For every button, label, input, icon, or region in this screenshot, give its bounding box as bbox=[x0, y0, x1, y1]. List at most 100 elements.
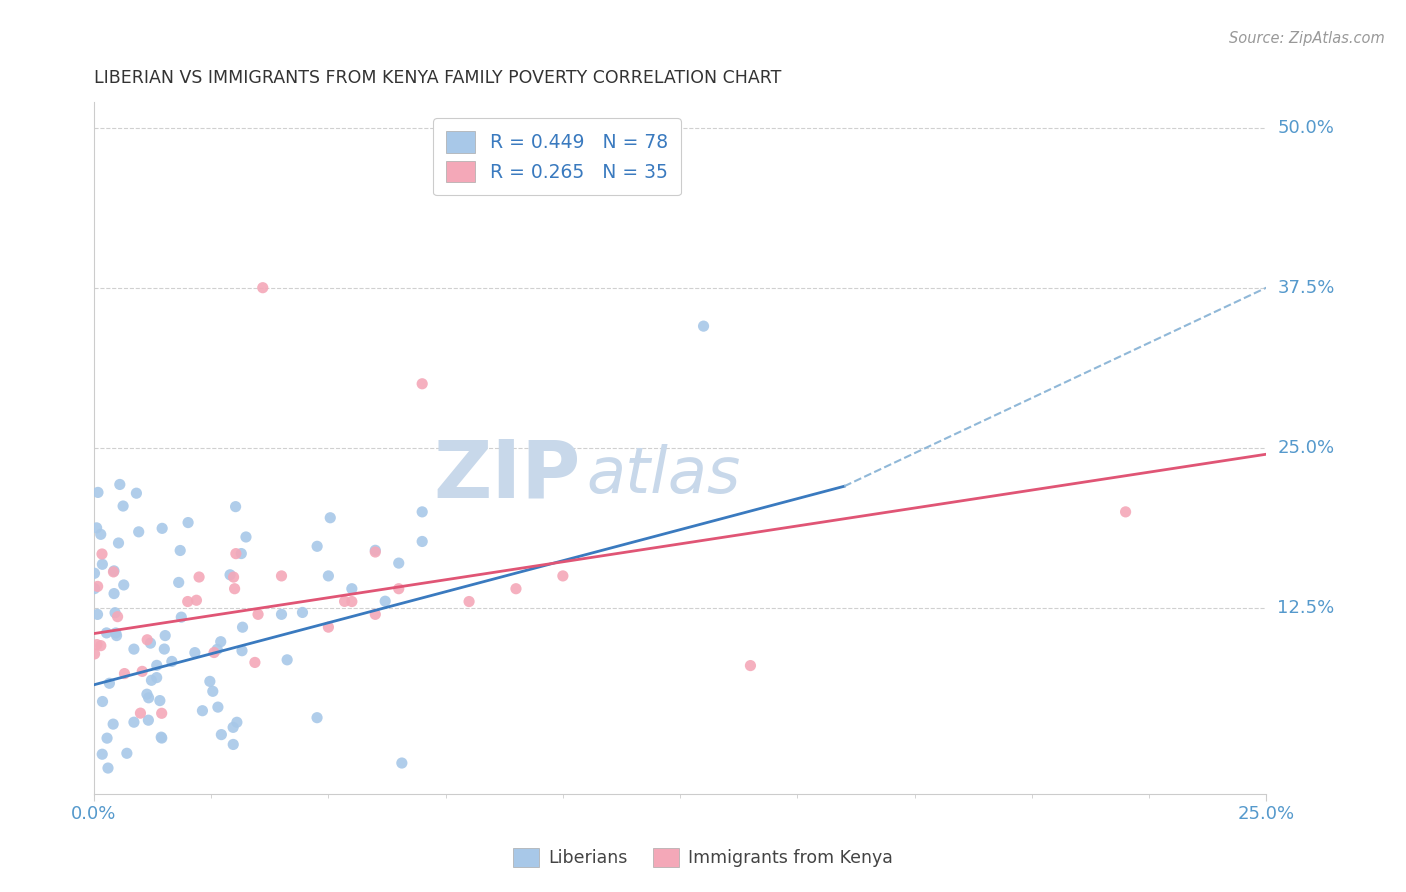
Point bbox=[138, 690, 160, 705]
Point bbox=[411, 376, 433, 391]
Point bbox=[90, 639, 112, 653]
Point bbox=[107, 609, 129, 624]
Point bbox=[225, 715, 247, 730]
Point bbox=[91, 694, 114, 708]
Point bbox=[114, 666, 136, 681]
Point bbox=[83, 582, 105, 596]
Point bbox=[96, 731, 118, 746]
Point bbox=[305, 711, 328, 725]
Point bbox=[86, 579, 108, 593]
Point bbox=[170, 610, 193, 624]
Point bbox=[135, 687, 157, 701]
Point bbox=[411, 505, 433, 519]
Point bbox=[98, 676, 121, 690]
Point bbox=[364, 607, 387, 622]
Point bbox=[150, 521, 173, 535]
Point bbox=[243, 656, 266, 670]
Point bbox=[83, 566, 105, 581]
Point bbox=[91, 558, 114, 572]
Point bbox=[177, 516, 200, 530]
Point bbox=[86, 638, 108, 652]
Point bbox=[411, 534, 433, 549]
Point bbox=[222, 570, 245, 584]
Point bbox=[551, 569, 574, 583]
Point bbox=[207, 642, 229, 657]
Point bbox=[222, 738, 245, 752]
Point bbox=[108, 477, 131, 491]
Text: Source: ZipAtlas.com: Source: ZipAtlas.com bbox=[1229, 31, 1385, 46]
Point bbox=[87, 485, 110, 500]
Point bbox=[235, 530, 257, 544]
Point bbox=[224, 582, 246, 596]
Point bbox=[225, 547, 247, 561]
Point bbox=[209, 728, 232, 742]
Point bbox=[160, 655, 183, 669]
Point bbox=[145, 658, 167, 673]
Point bbox=[458, 594, 481, 608]
Point bbox=[149, 693, 172, 707]
Text: 37.5%: 37.5% bbox=[1278, 278, 1334, 297]
Text: 25.0%: 25.0% bbox=[1278, 439, 1334, 457]
Point bbox=[191, 704, 214, 718]
Point bbox=[153, 642, 176, 657]
Point bbox=[83, 647, 105, 661]
Legend: Liberians, Immigrants from Kenya: Liberians, Immigrants from Kenya bbox=[506, 841, 900, 874]
Point bbox=[105, 629, 128, 643]
Point bbox=[364, 545, 387, 559]
Point bbox=[129, 706, 152, 720]
Point bbox=[112, 578, 135, 592]
Text: ZIP: ZIP bbox=[433, 436, 581, 515]
Point bbox=[391, 756, 413, 770]
Point bbox=[101, 717, 124, 731]
Point bbox=[153, 629, 176, 643]
Text: 12.5%: 12.5% bbox=[1278, 599, 1334, 617]
Point bbox=[125, 486, 148, 500]
Point bbox=[247, 607, 270, 622]
Point bbox=[231, 643, 253, 657]
Point bbox=[139, 636, 162, 650]
Point bbox=[207, 700, 229, 714]
Point bbox=[333, 594, 356, 608]
Point bbox=[231, 620, 253, 634]
Point bbox=[128, 524, 150, 539]
Point bbox=[318, 569, 340, 583]
Point bbox=[202, 646, 225, 660]
Point bbox=[231, 547, 253, 561]
Point bbox=[209, 634, 232, 648]
Point bbox=[225, 500, 247, 514]
Point bbox=[104, 626, 127, 640]
Point bbox=[188, 570, 211, 584]
Point bbox=[291, 606, 314, 620]
Point bbox=[138, 713, 160, 727]
Point bbox=[1115, 505, 1137, 519]
Point bbox=[270, 607, 292, 622]
Point bbox=[388, 556, 411, 570]
Point bbox=[364, 543, 387, 558]
Point bbox=[122, 715, 145, 730]
Point bbox=[103, 586, 125, 600]
Point bbox=[374, 594, 396, 608]
Text: atlas: atlas bbox=[586, 444, 741, 507]
Point bbox=[141, 673, 163, 688]
Point bbox=[692, 319, 714, 334]
Point bbox=[103, 564, 125, 578]
Point bbox=[150, 730, 173, 744]
Point bbox=[104, 606, 127, 620]
Point bbox=[115, 746, 138, 760]
Point bbox=[150, 731, 173, 745]
Point bbox=[201, 684, 224, 698]
Point bbox=[103, 565, 125, 579]
Point bbox=[222, 720, 245, 734]
Text: LIBERIAN VS IMMIGRANTS FROM KENYA FAMILY POVERTY CORRELATION CHART: LIBERIAN VS IMMIGRANTS FROM KENYA FAMILY… bbox=[94, 69, 782, 87]
Point bbox=[340, 594, 363, 608]
Point bbox=[318, 620, 340, 634]
Point bbox=[96, 626, 118, 640]
Point bbox=[86, 607, 108, 622]
Point bbox=[169, 543, 191, 558]
Legend: R = 0.449   N = 78, R = 0.265   N = 35: R = 0.449 N = 78, R = 0.265 N = 35 bbox=[433, 119, 681, 195]
Point bbox=[86, 521, 108, 535]
Point bbox=[177, 594, 200, 608]
Text: 50.0%: 50.0% bbox=[1278, 119, 1334, 136]
Point bbox=[276, 653, 298, 667]
Point bbox=[340, 582, 363, 596]
